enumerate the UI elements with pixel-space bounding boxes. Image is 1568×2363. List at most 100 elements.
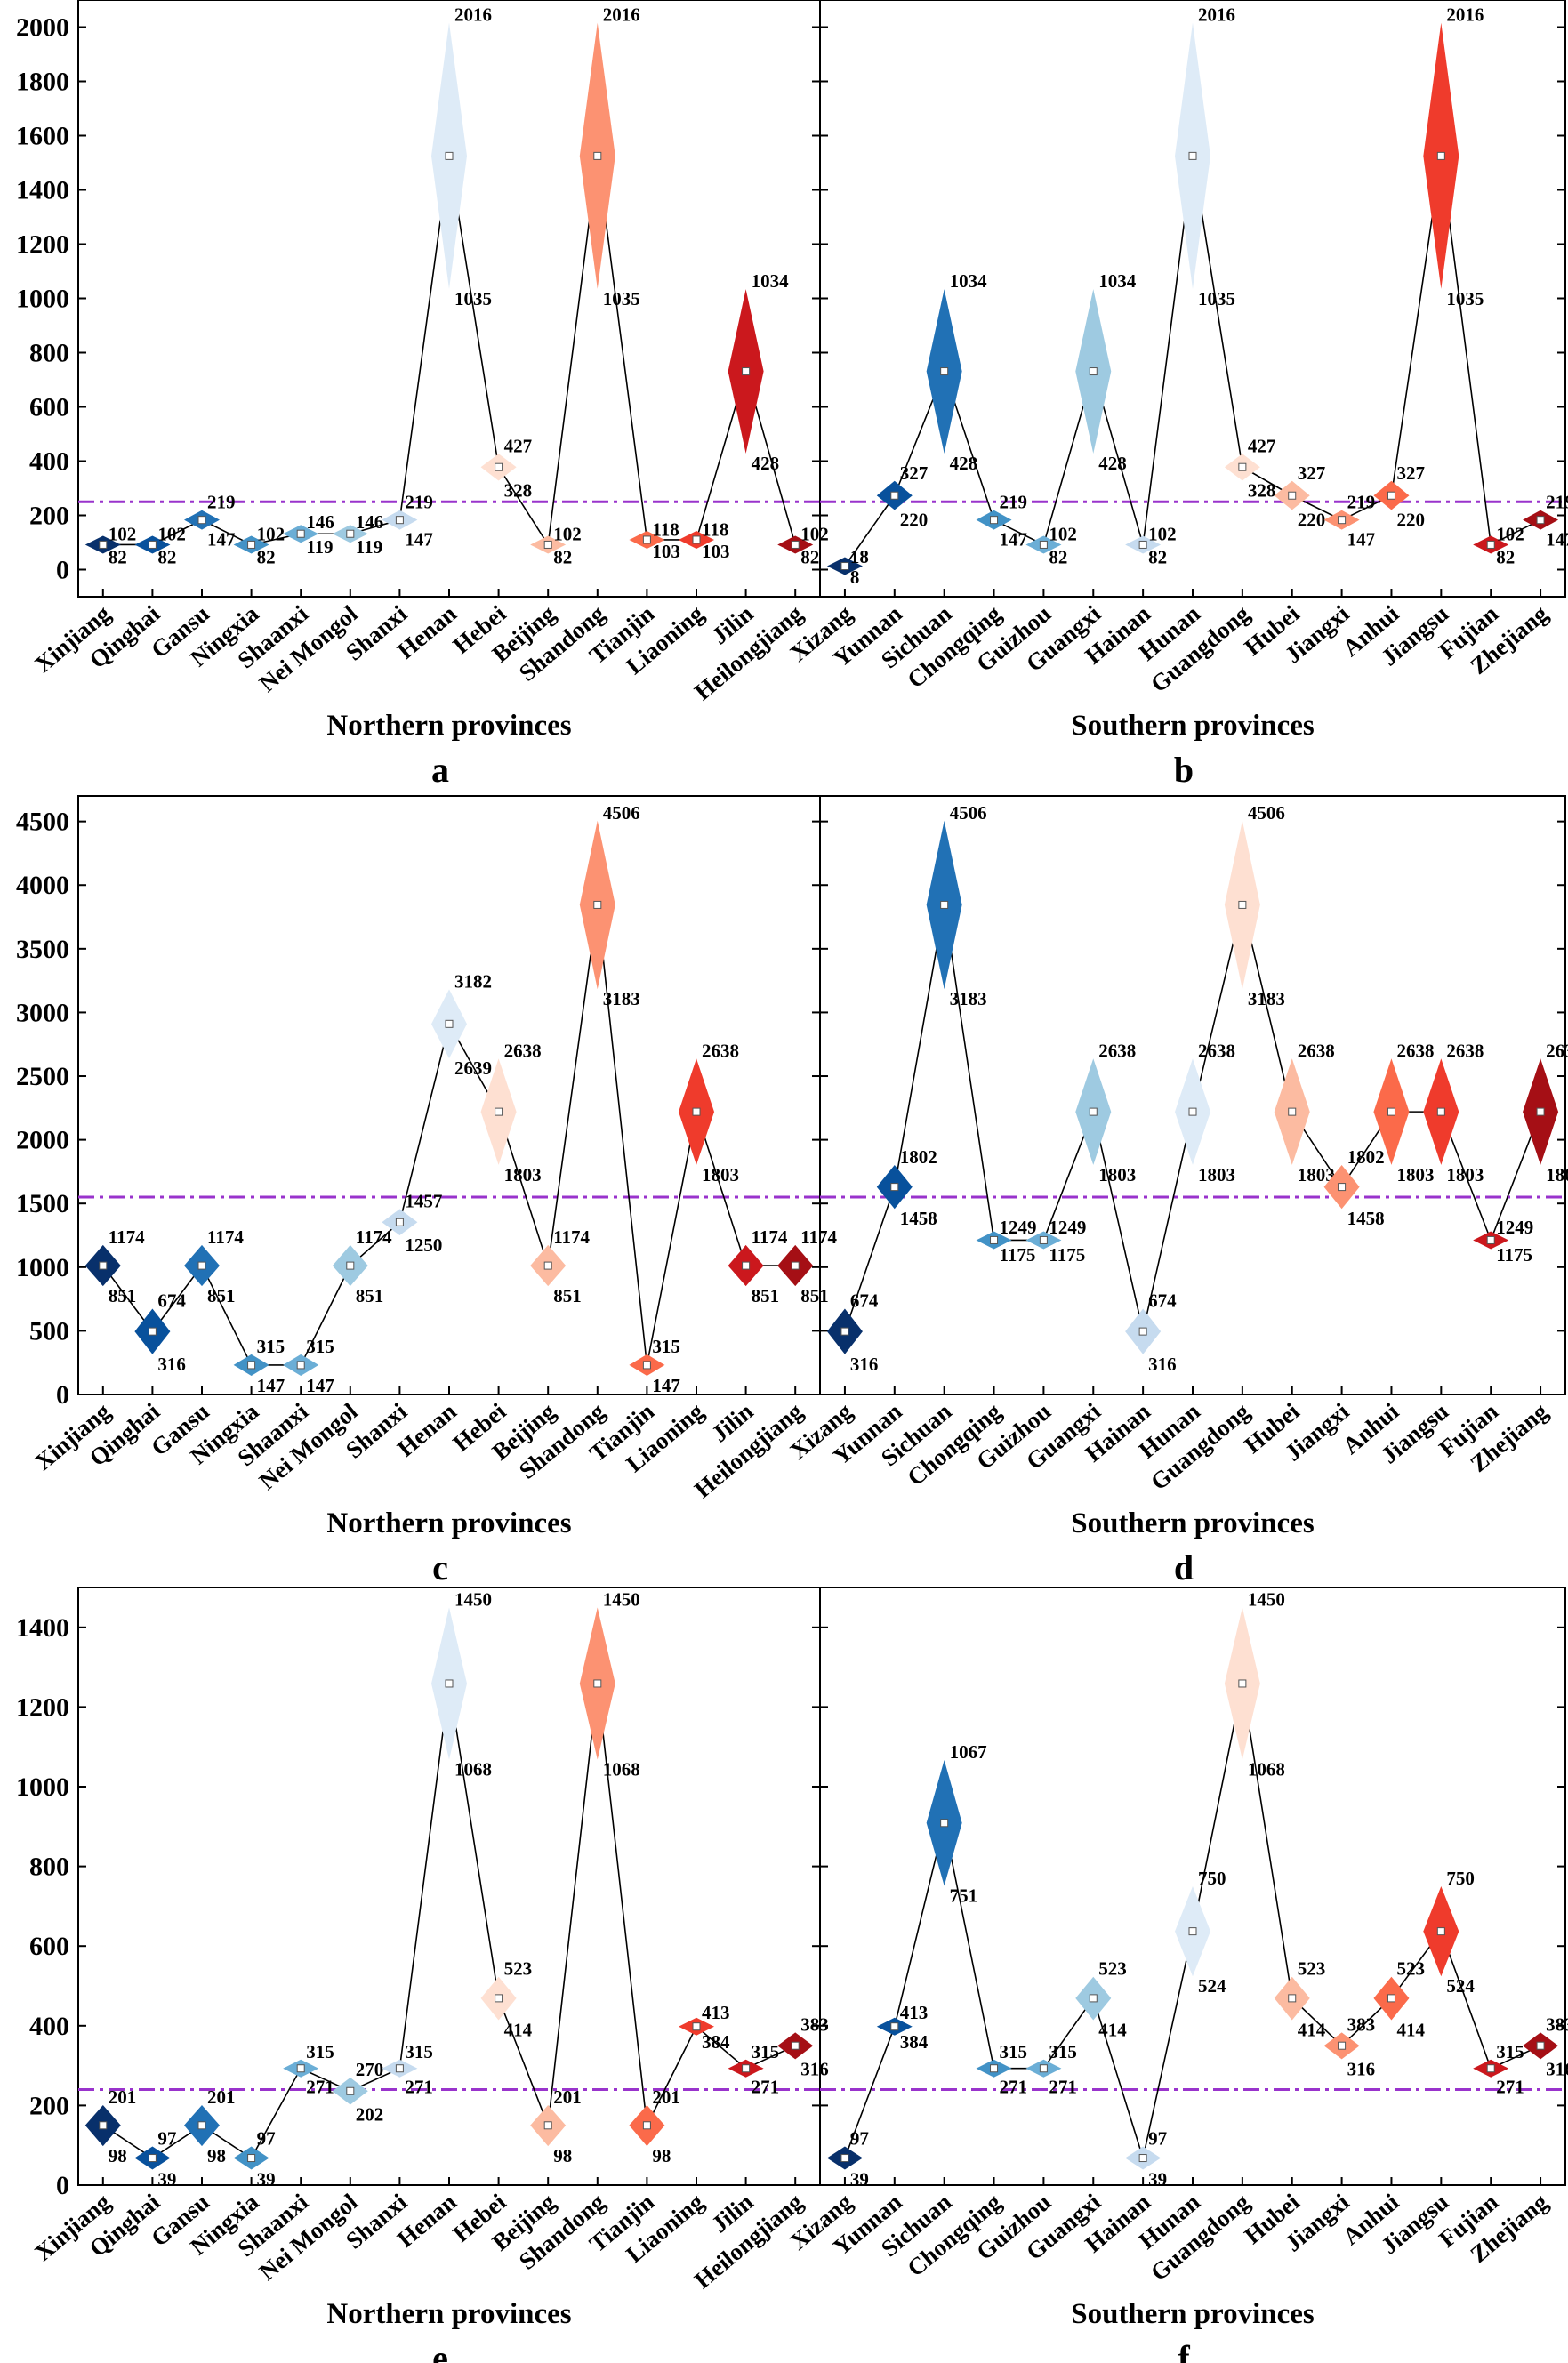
y-tick-label: 2000 (16, 1126, 69, 1155)
min-label: 271 (1496, 2077, 1524, 2098)
min-label: 82 (109, 546, 127, 567)
y-tick-label: 1000 (16, 285, 69, 314)
median-marker (890, 1183, 899, 1192)
y-tick-label: 1800 (16, 68, 69, 97)
max-label: 2638 (1098, 1040, 1136, 1061)
median-marker (940, 1819, 949, 1828)
median-marker (1238, 462, 1247, 471)
y-tick-label: 1400 (16, 176, 69, 205)
max-label: 219 (1347, 492, 1376, 513)
median-marker (692, 2022, 701, 2031)
median-marker (1039, 540, 1048, 549)
median-marker (593, 151, 602, 160)
median-marker (940, 367, 949, 376)
median-marker (642, 535, 651, 544)
max-label: 2638 (702, 1040, 739, 1061)
min-label: 1803 (1446, 1164, 1484, 1186)
min-label: 414 (504, 2020, 533, 2041)
max-label: 146 (356, 511, 384, 533)
max-label: 219 (1000, 492, 1028, 513)
max-label: 2638 (1396, 1040, 1434, 1061)
y-tick-label: 1500 (16, 1189, 69, 1218)
max-label: 1174 (356, 1226, 392, 1248)
max-label: 1802 (1347, 1146, 1385, 1168)
min-label: 1803 (1546, 1164, 1568, 1186)
min-label: 316 (157, 1354, 186, 1375)
min-label: 384 (900, 2031, 929, 2053)
max-label: 97 (850, 2128, 869, 2150)
y-tick-label: 2500 (16, 1062, 69, 1091)
median-marker (840, 562, 849, 571)
max-label: 1450 (1248, 1588, 1285, 1610)
min-label: 147 (1546, 529, 1568, 551)
min-label: 1175 (1000, 1244, 1036, 1266)
y-tick-label: 4000 (16, 871, 69, 900)
max-label: 2638 (504, 1040, 542, 1061)
min-label: 851 (553, 1285, 582, 1306)
min-label: 414 (1098, 2020, 1127, 2041)
median-marker (840, 2154, 849, 2163)
median-marker (742, 2064, 751, 2073)
median-marker (395, 2064, 404, 2073)
min-label: 1803 (1198, 1164, 1235, 1186)
median-marker (247, 540, 256, 549)
max-label: 2638 (1446, 1040, 1484, 1061)
min-label: 82 (553, 546, 572, 567)
min-label: 271 (405, 2077, 433, 2098)
max-label: 1174 (553, 1226, 590, 1248)
min-label: 39 (157, 2169, 176, 2190)
max-label: 1034 (950, 270, 988, 292)
min-label: 428 (752, 453, 780, 474)
max-label: 3182 (454, 970, 492, 992)
min-label: 2639 (454, 1057, 492, 1079)
min-label: 1803 (1098, 1164, 1136, 1186)
max-label: 383 (1546, 2013, 1568, 2035)
y-tick-label: 1200 (16, 1692, 69, 1722)
median-marker (148, 540, 157, 549)
min-label: 851 (109, 1285, 137, 1306)
min-label: 119 (356, 536, 382, 558)
max-label: 750 (1198, 1868, 1226, 1889)
median-marker (543, 1261, 552, 1270)
median-marker (1486, 1235, 1495, 1244)
max-label: 2638 (1298, 1040, 1335, 1061)
max-label: 315 (1496, 2041, 1524, 2062)
min-label: 1068 (603, 1759, 640, 1780)
y-tick-label: 500 (29, 1316, 69, 1346)
median-marker (742, 367, 751, 376)
min-label: 82 (800, 546, 819, 567)
min-label: 316 (1347, 2058, 1376, 2079)
min-label: 851 (356, 1285, 384, 1306)
median-marker (1089, 1107, 1098, 1116)
median-marker (495, 1994, 503, 2003)
median-marker (1338, 1183, 1347, 1192)
x-axis-title: Northern provinces (326, 2298, 571, 2330)
max-label: 315 (257, 1336, 285, 1357)
max-label: 201 (207, 2086, 236, 2108)
min-label: 316 (800, 2058, 829, 2079)
min-label: 414 (1396, 2020, 1425, 2041)
max-label: 1457 (405, 1190, 442, 1211)
max-label: 383 (800, 2013, 829, 2035)
median-marker (791, 2041, 800, 2050)
max-label: 2016 (1198, 4, 1235, 26)
max-label: 1802 (900, 1146, 937, 1168)
panel-letter: c (432, 1547, 448, 1587)
median-marker (197, 2121, 206, 2130)
median-marker (840, 1327, 849, 1336)
median-marker (1436, 151, 1445, 160)
median-marker (247, 1361, 256, 1370)
median-marker (296, 529, 305, 538)
max-label: 97 (1148, 2128, 1167, 2150)
max-label: 2016 (454, 4, 492, 26)
max-label: 327 (1298, 462, 1326, 484)
max-label: 315 (652, 1336, 680, 1357)
max-label: 315 (306, 2041, 334, 2062)
min-label: 316 (850, 1354, 879, 1375)
max-label: 413 (702, 2002, 730, 2023)
median-marker (296, 2064, 305, 2073)
min-label: 82 (1049, 546, 1067, 567)
max-label: 413 (900, 2002, 929, 2023)
median-marker (990, 516, 999, 525)
median-marker (395, 516, 404, 525)
